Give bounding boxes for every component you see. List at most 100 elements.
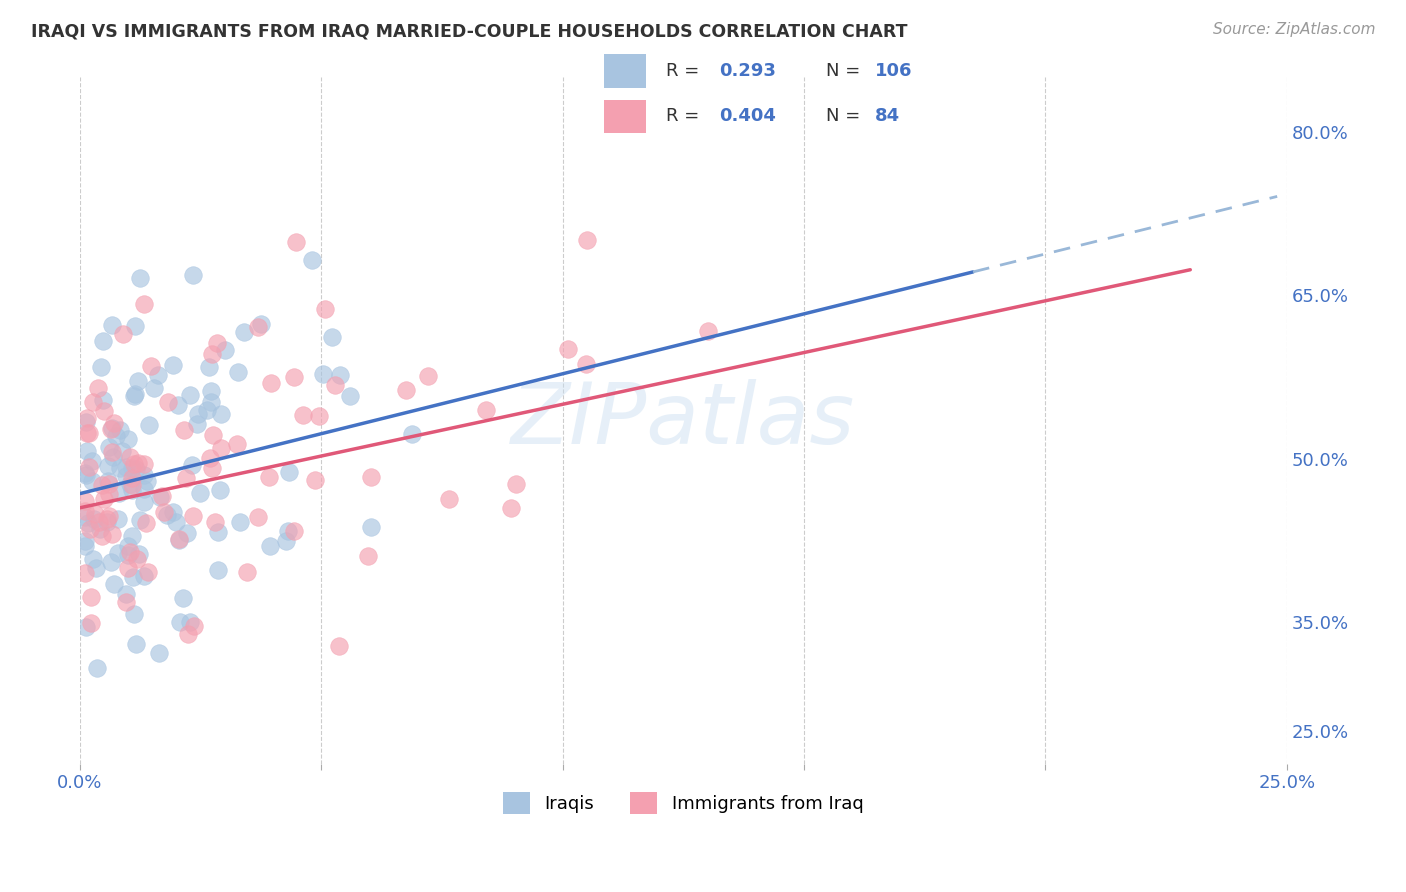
Point	[115, 469, 138, 483]
Point	[136, 474, 159, 488]
Text: 0.404: 0.404	[720, 107, 776, 125]
Point	[167, 533, 190, 548]
Point	[179, 615, 201, 629]
Point	[134, 569, 156, 583]
Point	[208, 483, 231, 498]
Point	[575, 357, 598, 371]
Point	[115, 459, 138, 474]
Point	[195, 402, 218, 417]
Point	[121, 529, 143, 543]
Point	[91, 392, 114, 407]
Point	[325, 378, 347, 392]
Point	[246, 510, 269, 524]
Point	[84, 561, 107, 575]
Point	[209, 407, 232, 421]
Point	[179, 388, 201, 402]
Point	[557, 342, 579, 356]
Point	[499, 500, 522, 515]
Text: 106: 106	[875, 62, 912, 80]
Point	[205, 335, 228, 350]
Point	[166, 398, 188, 412]
Point	[173, 423, 195, 437]
Point	[207, 524, 229, 539]
Point	[328, 640, 350, 654]
Point	[124, 386, 146, 401]
Point	[73, 504, 96, 518]
Point	[132, 296, 155, 310]
Point	[97, 458, 120, 473]
Point	[135, 516, 157, 530]
Point	[75, 468, 97, 483]
Text: 84: 84	[875, 107, 900, 125]
Point	[82, 395, 104, 409]
Point	[148, 646, 170, 660]
Point	[198, 360, 221, 375]
Point	[105, 429, 128, 443]
Point	[283, 370, 305, 384]
Point	[401, 426, 423, 441]
Point	[236, 565, 259, 579]
Point	[132, 482, 155, 496]
Point	[80, 453, 103, 467]
Point	[128, 547, 150, 561]
Point	[96, 512, 118, 526]
Point	[83, 508, 105, 522]
Point	[274, 533, 297, 548]
Point	[169, 615, 191, 630]
Point	[162, 505, 184, 519]
Point	[87, 515, 110, 529]
Point	[247, 320, 270, 334]
Point	[73, 510, 96, 524]
Point	[121, 478, 143, 492]
Point	[107, 546, 129, 560]
Point	[86, 381, 108, 395]
Point	[204, 515, 226, 529]
Point	[176, 526, 198, 541]
Point	[291, 408, 314, 422]
Point	[100, 555, 122, 569]
Point	[138, 418, 160, 433]
Point	[79, 522, 101, 536]
Point	[167, 532, 190, 546]
Point	[117, 432, 139, 446]
Point	[277, 524, 299, 538]
Point	[129, 513, 152, 527]
Point	[162, 358, 184, 372]
Point	[125, 551, 148, 566]
Point	[118, 450, 141, 464]
Point	[308, 409, 330, 423]
Point	[180, 458, 202, 473]
Point	[134, 457, 156, 471]
Point	[90, 360, 112, 375]
Point	[339, 389, 361, 403]
Point	[112, 326, 135, 341]
Point	[101, 450, 124, 464]
Point	[80, 615, 103, 630]
Point	[250, 317, 273, 331]
Point	[108, 486, 131, 500]
Point	[79, 425, 101, 440]
Point	[200, 384, 222, 399]
Point	[101, 445, 124, 459]
Point	[73, 539, 96, 553]
Point	[127, 456, 149, 470]
Point	[360, 520, 382, 534]
Point	[277, 465, 299, 479]
Point	[183, 619, 205, 633]
Point	[198, 450, 221, 465]
Point	[75, 416, 97, 430]
Point	[103, 576, 125, 591]
Point	[395, 384, 418, 398]
Point	[121, 460, 143, 475]
Text: IRAQI VS IMMIGRANTS FROM IRAQ MARRIED-COUPLE HOUSEHOLDS CORRELATION CHART: IRAQI VS IMMIGRANTS FROM IRAQ MARRIED-CO…	[31, 22, 907, 40]
Point	[115, 587, 138, 601]
Point	[181, 509, 204, 524]
Point	[142, 381, 165, 395]
Point	[93, 491, 115, 506]
Point	[98, 508, 121, 523]
Text: Source: ZipAtlas.com: Source: ZipAtlas.com	[1212, 22, 1375, 37]
Point	[200, 394, 222, 409]
Point	[696, 325, 718, 339]
Point	[75, 620, 97, 634]
Point	[73, 533, 96, 548]
